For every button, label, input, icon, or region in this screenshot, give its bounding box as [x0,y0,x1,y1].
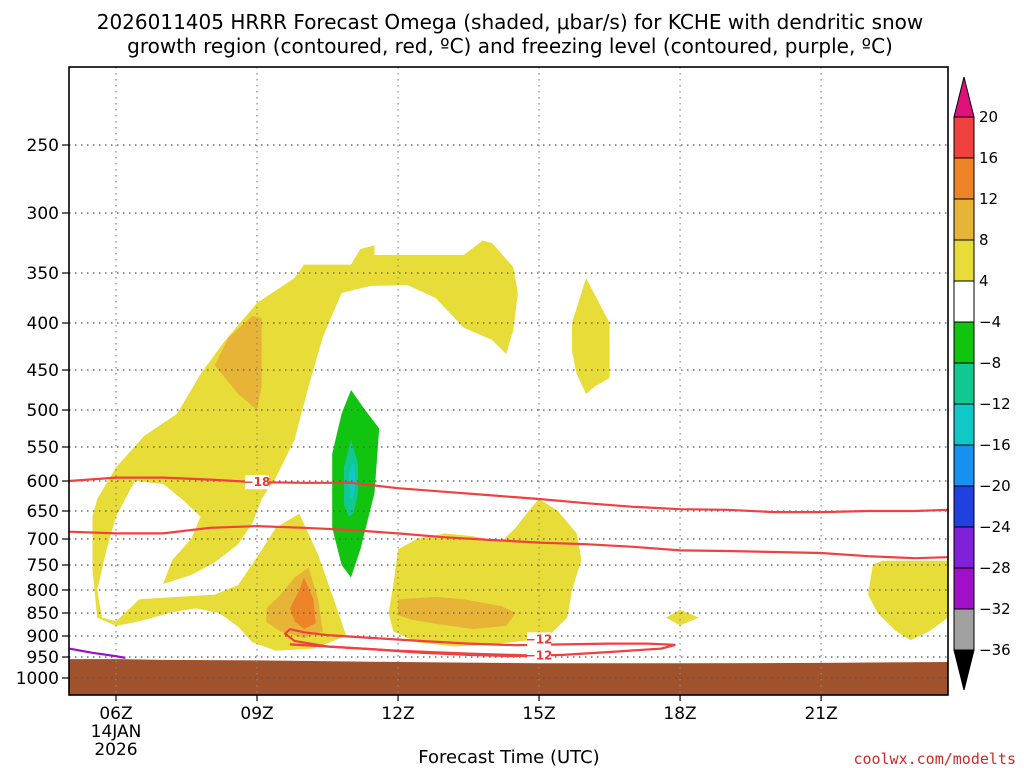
colorbar-label: −36 [979,641,1011,659]
y-tick-label-900: 900 [27,627,59,647]
y-tick-label-550: 550 [27,438,59,458]
contour-label-bg [527,632,552,647]
colorbar-label: −12 [979,395,1011,413]
contour-dendritic-0 [68,476,949,514]
x-tick-year: 2026 [94,740,137,760]
colorbar-bin [953,239,975,282]
contour-label-bg [527,648,552,663]
colorbar-label: −16 [979,436,1011,454]
colorbar-label: −24 [979,518,1011,536]
colorbar-label: −4 [979,313,1001,331]
omega-region--12_to_-16 [348,460,356,499]
colorbar-label: 16 [979,149,998,167]
colorbar-bin [953,526,975,569]
y-tick-label-350: 350 [27,264,59,284]
contours: −18 −12 −12 [68,475,949,663]
contour-freezing-4 [68,647,126,659]
colorbar-label: 8 [979,231,989,249]
x-tick-label-12: 12Z [381,704,414,724]
y-tick-label-700: 700 [27,530,59,550]
x-tick-date: 14JAN [91,722,142,742]
y-tick-label-500: 500 [27,401,59,421]
contour-dendritic-1 [68,524,949,560]
x-axis-label: Forecast Time (UTC) [418,747,599,768]
credit-text: coolwx.com/modelts [853,750,1016,768]
terrain [69,659,948,695]
colorbar-bin [953,567,975,610]
colorbar-bin [953,198,975,241]
plot-area: −18 −12 −12 [68,66,949,696]
y-tick-label-1000: 1000 [16,669,59,689]
x-tick-label-18: 18Z [663,704,696,724]
colorbar-label: 4 [979,272,989,290]
colorbar-bin [953,444,975,487]
colorbar-bin [953,157,975,200]
contour-label-bg [245,475,270,490]
colorbar: 20 16 12 8 4 −4 −8 −12 −16 −20 −24 −28 −32 −36 [953,76,1011,691]
colorbar-label: 20 [979,108,998,126]
colorbar-label: −20 [979,477,1011,495]
y-tick-label-600: 600 [27,472,59,492]
colorbar-bin [953,403,975,446]
y-tick-label-450: 450 [27,361,59,381]
colorbar-label: −8 [979,354,1001,372]
chart-title-line1: 2026011405 HRRR Forecast Omega (shaded, … [97,10,924,34]
x-tick-label-9: 09Z [240,704,273,724]
colorbar-label: −32 [979,600,1011,618]
y-tick-label-850: 850 [27,604,59,624]
y-axis-ticks: 250 300 350 400 450 500 550 600 650 700 750 800 850 9… [16,136,69,689]
contour-dendritic-3 [289,643,540,657]
x-tick-label-6: 06Z [99,704,132,724]
omega-region-8_to_12 [214,316,262,410]
y-tick-label-800: 800 [27,581,59,601]
y-tick-label-950: 950 [27,648,59,668]
contour-label: −12 [526,632,553,646]
omega-region-8_to_12 [398,596,516,630]
colorbar-bin [953,608,975,651]
colorbar-bin [953,321,975,364]
grid [69,67,948,695]
chart-title-line2: growth region (contoured, red, ºC) and f… [127,34,893,58]
omega-region-4_to_8 [666,609,699,626]
y-tick-label-250: 250 [27,136,59,156]
contour-label: −18 [244,475,271,489]
terrain-fill [69,659,948,695]
x-tick-label-21: 21Z [804,704,837,724]
y-tick-label-750: 750 [27,556,59,576]
colorbar-arrow-top [953,76,975,118]
y-tick-label-650: 650 [27,502,59,522]
omega-region-4_to_8 [572,278,610,394]
omega-shading [92,240,948,651]
colorbar-bin [953,116,975,159]
colorbar-label: 12 [979,190,998,208]
colorbar-bin [953,485,975,528]
contour-label: −12 [526,649,553,663]
plot-frame [68,66,949,696]
colorbar-label: −28 [979,559,1011,577]
y-tick-label-300: 300 [27,204,59,224]
omega-region-4_to_8 [92,240,518,651]
colorbar-bin [953,362,975,405]
colorbar-arrow-bottom [953,649,975,691]
x-tick-label-15: 15Z [522,704,555,724]
y-tick-label-400: 400 [27,314,59,334]
omega-region-4_to_8 [868,560,948,641]
colorbar-bin [953,280,975,323]
